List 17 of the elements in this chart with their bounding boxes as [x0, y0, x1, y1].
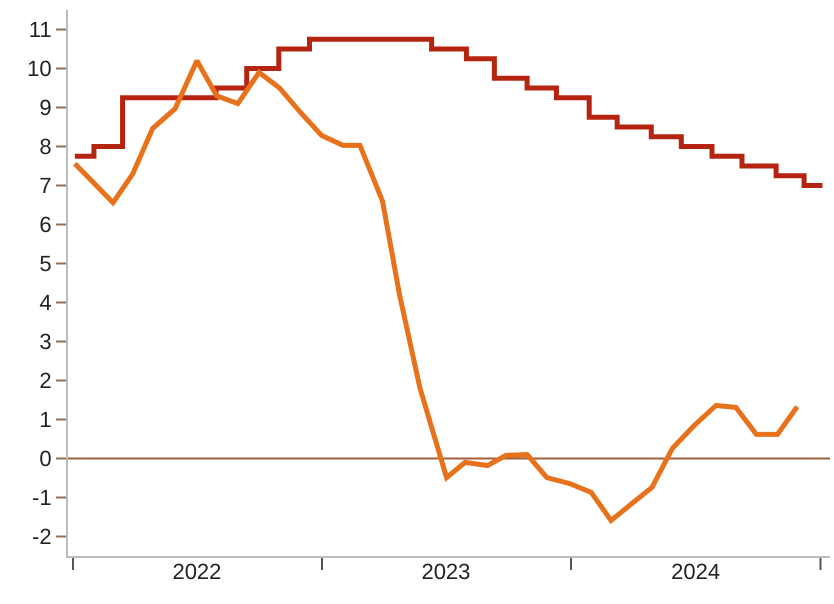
x-tick-label: 2022 — [172, 559, 222, 584]
y-tick-label: 8 — [39, 134, 52, 160]
y-tick-label: 6 — [39, 212, 52, 238]
y-tick-label: -1 — [32, 485, 52, 510]
y-tick-label: 3 — [39, 329, 52, 354]
y-tick-label: 4 — [39, 290, 52, 316]
y-tick-label: 7 — [39, 173, 52, 198]
x-tick-label: 2023 — [421, 559, 470, 584]
y-tick-label: 0 — [39, 446, 52, 472]
y-tick-label: 9 — [39, 95, 52, 120]
x-tick-label: 2024 — [671, 559, 720, 584]
y-tick-label: 2 — [39, 368, 52, 394]
y-tick-label: 10 — [27, 56, 52, 82]
y-tick-label: 11 — [28, 17, 52, 42]
y-tick-label: 1 — [39, 407, 52, 432]
y-tick-label: 5 — [39, 251, 52, 276]
y-tick-label: -2 — [32, 524, 52, 550]
